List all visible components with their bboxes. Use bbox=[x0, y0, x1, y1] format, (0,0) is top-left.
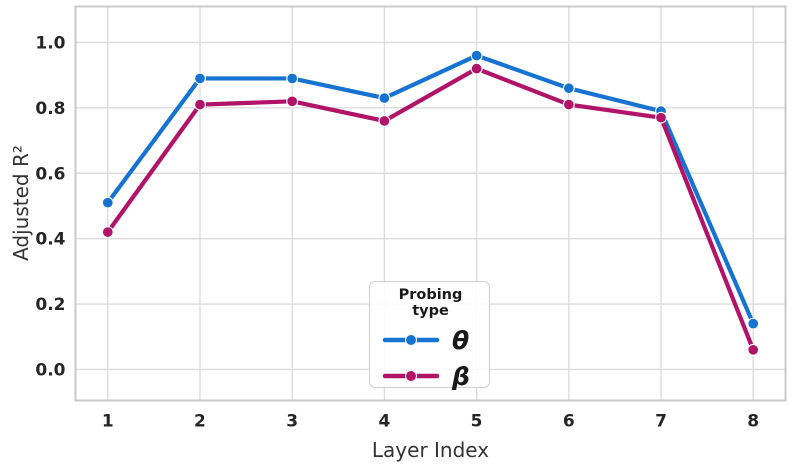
beta-line-marker-icon bbox=[382, 370, 440, 382]
legend-title: Probing type bbox=[398, 287, 463, 319]
x-tick-label: 6 bbox=[563, 412, 575, 432]
legend-label-theta: θ bbox=[452, 325, 470, 355]
data-point-beta-7 bbox=[655, 111, 667, 124]
x-tick-label: 8 bbox=[747, 412, 759, 432]
series-line-beta bbox=[105, 66, 756, 352]
data-point-theta-5 bbox=[470, 49, 483, 62]
data-point-theta-3 bbox=[286, 72, 299, 85]
y-axis-label: Adjusted R² bbox=[9, 145, 33, 261]
data-point-theta-2 bbox=[194, 72, 206, 85]
series-line-theta bbox=[105, 53, 756, 326]
data-point-beta-3 bbox=[286, 95, 299, 108]
x-tick-label: 1 bbox=[102, 412, 114, 432]
legend-label-beta: β bbox=[452, 361, 470, 391]
y-tick-label: 0.6 bbox=[35, 164, 65, 184]
data-point-beta-1 bbox=[101, 226, 114, 239]
theta-line-marker-icon bbox=[382, 334, 440, 346]
data-point-theta-4 bbox=[378, 92, 391, 105]
x-tick-label: 3 bbox=[286, 412, 298, 432]
y-tick-label: 0.0 bbox=[35, 360, 65, 380]
x-axis-label: Layer Index bbox=[371, 438, 490, 462]
legend: Probing type θ β bbox=[369, 281, 490, 389]
y-tick-label: 0.4 bbox=[35, 230, 65, 250]
data-point-beta-8 bbox=[747, 343, 760, 356]
y-tick-label: 0.8 bbox=[35, 99, 65, 119]
y-tick-label: 0.2 bbox=[35, 295, 65, 315]
data-point-theta-6 bbox=[562, 82, 575, 95]
x-tick-label: 2 bbox=[194, 412, 206, 432]
data-point-beta-2 bbox=[194, 98, 206, 111]
y-tick-label: 1.0 bbox=[35, 33, 65, 53]
x-tick-label: 4 bbox=[378, 412, 390, 432]
x-tick-label: 7 bbox=[655, 412, 667, 432]
plot-frame bbox=[74, 5, 787, 402]
data-point-beta-6 bbox=[562, 98, 575, 111]
x-tick-label: 5 bbox=[471, 412, 483, 432]
data-point-beta-5 bbox=[470, 62, 483, 75]
data-point-theta-8 bbox=[747, 317, 760, 330]
data-point-beta-4 bbox=[378, 114, 391, 127]
legend-item-theta: θ bbox=[382, 322, 479, 358]
data-point-theta-1 bbox=[101, 196, 114, 209]
legend-item-beta: β bbox=[382, 358, 479, 394]
